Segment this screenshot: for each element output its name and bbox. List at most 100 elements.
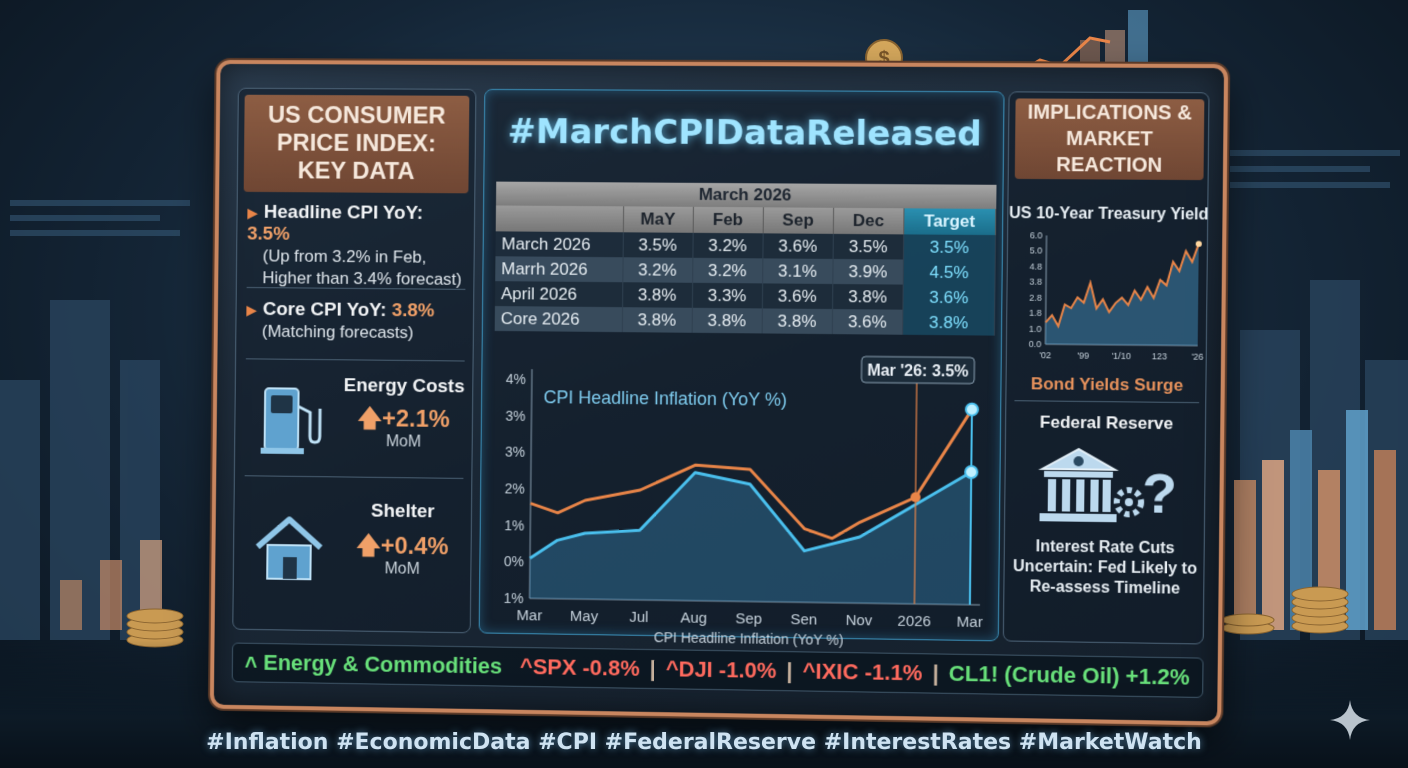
column-header: MaY	[623, 206, 693, 232]
x-tick-label: '99	[1077, 350, 1089, 360]
ticker-dji: ^DJI -1.0%	[666, 656, 777, 684]
arrow-up-icon: 🡅	[356, 532, 381, 559]
column-header: Dec	[833, 208, 904, 235]
shelter-value-text: +0.4%	[381, 533, 449, 561]
y-tick-label: 3%	[505, 407, 525, 423]
target-cell: 4.5%	[903, 259, 995, 285]
table-cell: 3.6%	[763, 233, 834, 259]
y-tick-label: 1.8	[1029, 308, 1042, 318]
chart-title: CPI Headline Inflation (YoY %)	[543, 387, 787, 410]
x-tick-label: '1/10	[1112, 351, 1132, 361]
hashtag-footer: #Inflation #EconomicData #CPI #FederalRe…	[0, 730, 1408, 755]
ticker-separator: |	[650, 656, 656, 682]
y-tick-label: 4%	[506, 371, 526, 387]
x-tick-label: 2026	[897, 613, 931, 631]
ticker-crude-oil: CL1! (Crude Oil) +1.2%	[949, 661, 1190, 691]
x-tick-label: '26	[1192, 352, 1204, 362]
x-tick-label: May	[570, 608, 599, 625]
divider	[1014, 400, 1199, 403]
headline-cpi-note-1: (Up from 3.2% in Feb,	[247, 245, 470, 269]
y-tick-label: 1%	[504, 517, 524, 533]
table-cell: 3.5%	[623, 232, 693, 258]
y-tick-label: 5.0	[1030, 246, 1043, 256]
y-tick-label: 6.0	[1030, 230, 1043, 240]
headline-cpi-value: 3.5%	[247, 224, 290, 245]
x-tick-label: 123	[1152, 351, 1167, 361]
row-label: Marrh 2026	[495, 256, 622, 282]
table-cell: 3.8%	[762, 308, 833, 334]
table-cell: 3.8%	[832, 284, 903, 310]
federal-reserve-title: Federal Reserve	[1006, 412, 1207, 434]
table-cell: 3.9%	[833, 259, 904, 285]
y-tick-label: 0.0	[1029, 339, 1042, 349]
ticker-spx: ^SPX -0.8%	[520, 654, 640, 682]
caret-up-icon: ˄	[245, 650, 258, 675]
implications-title: Implications & Market Reaction	[1015, 99, 1205, 179]
key-data-title: US Consumer Price Index: Key Data	[257, 102, 455, 187]
x-tick-label: Sep	[735, 610, 762, 627]
table-cell: 3.6%	[832, 309, 903, 335]
shelter-unit: MoM	[338, 560, 467, 580]
energy-costs-tile: Energy Costs 🡅+2.1% MoM	[245, 370, 469, 470]
y-tick-label: 0%	[504, 553, 524, 569]
dashboard-panel: US Consumer Price Index: Key Data ▶ Headl…	[210, 60, 1228, 726]
fuel-pump-icon	[259, 384, 323, 456]
x-tick-label: Nov	[845, 612, 873, 630]
row-label: Core 2026	[495, 306, 622, 332]
bond-yields-caption: Bond Yields Surge	[1006, 374, 1207, 396]
area-fill	[530, 467, 972, 605]
chart-callout: Mar '26: 3.5%	[861, 356, 974, 383]
release-hashtag-title: #MarchCPIDataReleased	[485, 112, 1006, 155]
table-cell: 3.2%	[692, 233, 762, 259]
treasury-yield-chart: 0.01.01.82.83.84.85.06.0'02'99'1/10 123'2…	[1011, 227, 1205, 370]
table-caption: March 2026	[496, 182, 997, 209]
marker-rule	[970, 409, 972, 604]
bullet-triangle-icon: ▶	[247, 205, 258, 221]
table-cell: 3.8%	[622, 307, 692, 333]
energy-costs-title: Energy Costs	[340, 375, 469, 398]
table-cell: 3.1%	[762, 258, 833, 284]
table-cell: 3.2%	[622, 257, 692, 283]
core-cpi-value: 3.8%	[392, 300, 435, 321]
x-tick-label: Mar	[957, 614, 983, 632]
y-tick-label: 4.8	[1029, 261, 1042, 271]
row-label: March 2026	[495, 231, 622, 257]
y-tick-label: 1%	[503, 590, 523, 606]
table-cell: 3.8%	[622, 282, 692, 308]
row-label: April 2026	[495, 281, 622, 307]
cpi-data-table: MaY Feb Sep Dec Target March 2026 3.5% 3…	[495, 205, 997, 335]
x-tick-label: '02	[1039, 350, 1051, 360]
y-tick-label: 2.8	[1029, 292, 1042, 302]
table-row: Core 2026 3.8% 3.8% 3.8% 3.6% 3.8%	[495, 306, 995, 336]
column-header: Sep	[763, 207, 834, 234]
shelter-title: Shelter	[339, 500, 468, 524]
ticker-commodities-label: Energy & Commodities	[263, 650, 502, 679]
shelter-tile: Shelter 🡅+0.4% MoM	[243, 499, 467, 599]
implications-header: Implications & Market Reaction	[1015, 98, 1205, 180]
bank-gear-question-icon: ?	[1035, 443, 1178, 531]
table-cell: 3.2%	[692, 258, 762, 284]
sparkle-icon	[1328, 698, 1372, 742]
arrow-up-icon: 🡅	[358, 405, 383, 432]
table-cell: 3.6%	[762, 283, 833, 309]
y-tick-label: 1.0	[1029, 323, 1042, 333]
cpi-inflation-chart: 1% 0% 1% 2% 3% 3% 4% Mar May Jul Aug Sep Sen Nov 2026 M…	[479, 349, 1002, 656]
table-cell: 3.3%	[692, 283, 762, 309]
ticker-ixic: ^IXIC -1.1%	[802, 658, 922, 686]
x-tick-label: Jul	[629, 609, 648, 626]
bullet-triangle-icon: ▶	[246, 302, 257, 318]
table-cell: 3.8%	[692, 308, 762, 334]
key-data-header: US Consumer Price Index: Key Data	[244, 95, 470, 194]
callout-text: Mar '26: 3.5%	[867, 362, 969, 380]
data-point-marker	[966, 403, 978, 415]
target-cell: 3.5%	[903, 234, 995, 260]
divider	[245, 475, 464, 479]
core-cpi-block: ▶ Core CPI YoY: 3.8% (Matching forecasts)	[246, 299, 469, 345]
core-cpi-note: (Matching forecasts)	[246, 321, 469, 345]
energy-costs-value-text: +2.1%	[382, 405, 450, 433]
house-icon	[253, 513, 324, 583]
federal-reserve-outlook: Interest Rate Cuts Uncertain: Fed Likely…	[1010, 537, 1199, 600]
column-header-target: Target	[904, 208, 996, 235]
y-tick-label: 3%	[505, 444, 525, 460]
table-cell: 3.5%	[833, 234, 904, 260]
